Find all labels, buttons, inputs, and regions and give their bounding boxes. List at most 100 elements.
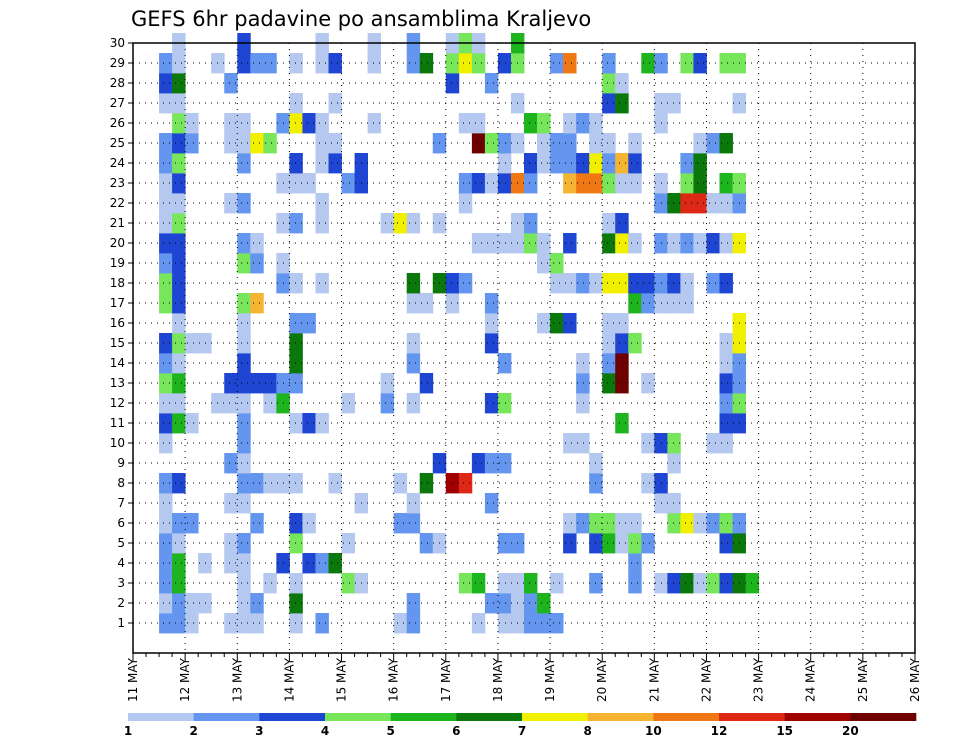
heatmap-cell [237, 493, 251, 514]
heatmap-cell [315, 273, 329, 294]
heatmap-cell [563, 113, 577, 134]
heatmap-cell [159, 73, 173, 94]
heatmap-cell [602, 273, 616, 294]
heatmap-cell [693, 233, 707, 254]
heatmap-cell [159, 473, 173, 494]
heatmap-cell [172, 213, 186, 234]
y-tick-label: 17 [110, 296, 125, 310]
heatmap-cell [667, 233, 681, 254]
heatmap-cell [471, 133, 486, 154]
heatmap-cell [537, 133, 551, 154]
heatmap-cell [615, 353, 629, 374]
heatmap-cell [719, 413, 733, 434]
heatmap-cell [289, 353, 303, 374]
heatmap-cell [484, 493, 499, 514]
heatmap-cell [550, 613, 564, 634]
heatmap-cell [719, 393, 733, 414]
heatmap-cell [224, 453, 238, 474]
legend-tick-label: 10 [645, 724, 662, 738]
heatmap-cell [393, 473, 408, 494]
heatmap-cell [224, 113, 238, 134]
heatmap-cell [628, 513, 642, 534]
heatmap-cell [563, 53, 577, 74]
legend-tick-label: 6 [452, 724, 460, 738]
heatmap-cell [341, 573, 355, 594]
heatmap-cell [471, 173, 486, 194]
heatmap-cell [289, 573, 303, 594]
heatmap-cell [237, 233, 251, 254]
heatmap-cell [393, 513, 408, 534]
heatmap-cell [289, 173, 303, 194]
heatmap-cell [667, 453, 681, 474]
heatmap-cell [537, 313, 551, 334]
heatmap-cell [185, 413, 199, 434]
heatmap-cell [537, 153, 551, 174]
heatmap-cell [172, 613, 186, 634]
heatmap-cell [315, 213, 329, 234]
heatmap-cell [641, 373, 655, 394]
heatmap-cell [172, 133, 186, 154]
heatmap-cell [484, 593, 499, 614]
heatmap-cell [159, 353, 173, 374]
heatmap-cell [250, 233, 264, 254]
heatmap-cell [315, 193, 329, 214]
heatmap-cell [419, 373, 434, 394]
heatmap-cell [250, 473, 264, 494]
heatmap-cell [250, 373, 264, 394]
heatmap-cell [563, 433, 577, 454]
heatmap-cell [497, 573, 512, 594]
heatmap-cell [224, 493, 238, 514]
heatmap-cell [406, 353, 421, 374]
y-tick-label: 13 [110, 376, 125, 390]
heatmap-cell [224, 613, 238, 634]
heatmap-cell [484, 133, 499, 154]
heatmap-cell [159, 193, 173, 214]
heatmap-cell [263, 473, 277, 494]
heatmap-cell [172, 313, 186, 334]
y-tick-label: 15 [110, 336, 125, 350]
x-tick-label: 21 MAY [647, 657, 661, 702]
heatmap-cell [484, 73, 499, 94]
heatmap-cell [628, 533, 642, 554]
heatmap-cell [615, 173, 629, 194]
heatmap-cell [302, 313, 316, 334]
heatmap-cell [471, 453, 486, 474]
heatmap-cell [185, 593, 199, 614]
heatmap-cell [628, 553, 642, 574]
heatmap-cell [159, 153, 173, 174]
heatmap-cell [172, 373, 186, 394]
heatmap-cell [159, 133, 173, 154]
heatmap-cell [524, 233, 538, 254]
heatmap-cell [550, 133, 564, 154]
heatmap-cell [497, 133, 512, 154]
heatmap-cell [198, 553, 212, 574]
heatmap-cell [341, 533, 355, 554]
heatmap-cell [172, 353, 186, 374]
heatmap-cell [237, 573, 251, 594]
heatmap-cell [576, 113, 590, 134]
heatmap-cell [159, 273, 173, 294]
heatmap-cell [602, 513, 616, 534]
heatmap-cell [302, 513, 316, 534]
heatmap-cell [237, 53, 251, 74]
heatmap-cell [445, 73, 460, 94]
heatmap-cell [289, 153, 303, 174]
heatmap-cell [497, 233, 512, 254]
heatmap-cell [419, 293, 434, 314]
legend-swatch [390, 713, 457, 721]
heatmap-cell [172, 533, 186, 554]
heatmap-cell [497, 393, 512, 414]
heatmap-cell [380, 393, 395, 414]
heatmap-cell [641, 473, 655, 494]
y-tick-label: 16 [110, 316, 125, 330]
heatmap-cell [250, 53, 264, 74]
heatmap-cell [706, 233, 720, 254]
heatmap-cell [537, 253, 551, 274]
legend-swatch [719, 713, 785, 721]
heatmap-cell [185, 133, 199, 154]
heatmap-cell [172, 233, 186, 254]
heatmap-cell [524, 153, 538, 174]
heatmap-cell [289, 533, 303, 554]
heatmap-cell [602, 353, 616, 374]
